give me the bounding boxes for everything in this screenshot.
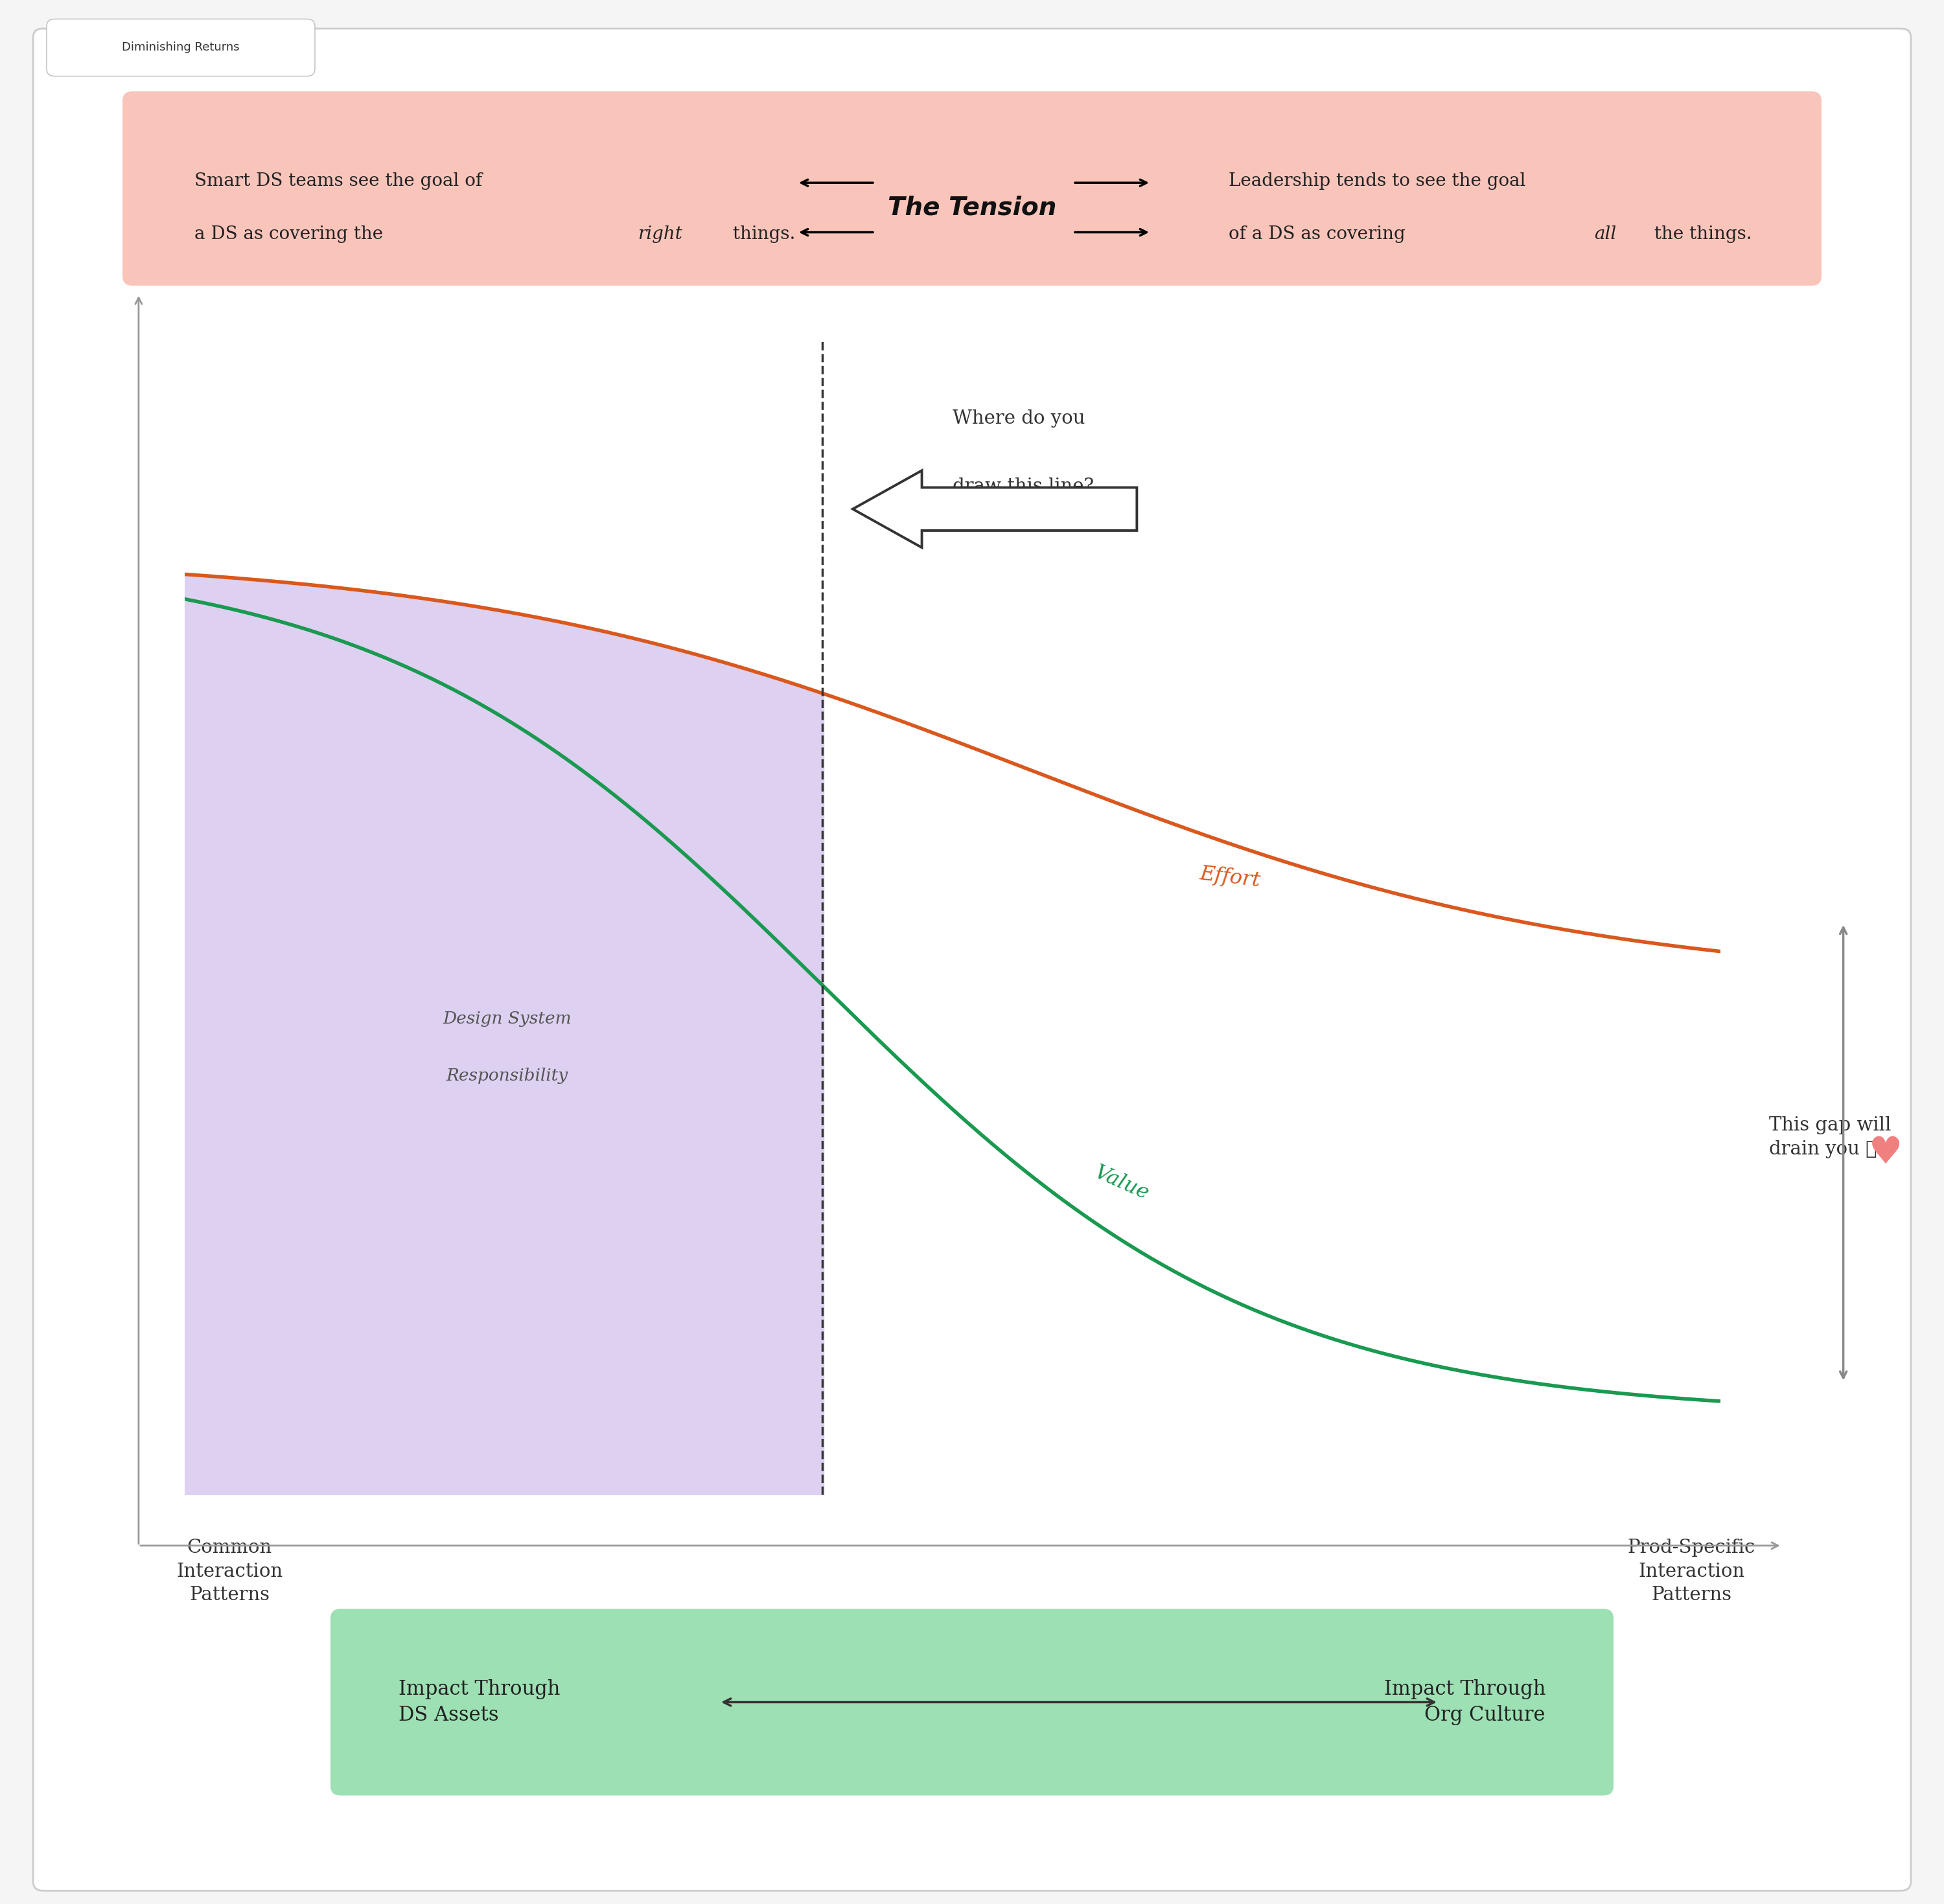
Text: draw this line?: draw this line? <box>953 478 1094 495</box>
Text: a DS as covering the: a DS as covering the <box>194 225 389 244</box>
Text: things.: things. <box>727 225 795 244</box>
Text: This gap will
drain you 😑: This gap will drain you 😑 <box>1769 1116 1892 1158</box>
Text: of a DS as covering: of a DS as covering <box>1229 225 1411 244</box>
FancyBboxPatch shape <box>122 91 1822 286</box>
FancyBboxPatch shape <box>47 19 315 76</box>
Text: ♥: ♥ <box>1868 1135 1903 1171</box>
FancyBboxPatch shape <box>33 29 1911 1891</box>
Text: The Tension: The Tension <box>888 196 1056 219</box>
Text: the things.: the things. <box>1649 225 1752 244</box>
FancyArrow shape <box>853 470 1137 548</box>
FancyBboxPatch shape <box>330 1609 1614 1795</box>
Text: Prod-Specific
Interaction
Patterns: Prod-Specific Interaction Patterns <box>1627 1538 1755 1605</box>
Text: Leadership tends to see the goal: Leadership tends to see the goal <box>1229 171 1526 190</box>
Text: Impact Through
Org Culture: Impact Through Org Culture <box>1384 1679 1545 1725</box>
Text: Common
Interaction
Patterns: Common Interaction Patterns <box>177 1538 282 1605</box>
Text: Impact Through
DS Assets: Impact Through DS Assets <box>399 1679 560 1725</box>
Text: Where do you: Where do you <box>953 409 1085 428</box>
Text: Effort: Effort <box>1198 864 1262 891</box>
Text: Value: Value <box>1091 1161 1151 1203</box>
Text: Smart DS teams see the goal of: Smart DS teams see the goal of <box>194 171 482 190</box>
Text: all: all <box>1594 225 1615 244</box>
Text: Design System: Design System <box>443 1011 572 1026</box>
Text: right: right <box>638 225 682 244</box>
Text: Responsibility: Responsibility <box>447 1068 568 1083</box>
Text: Diminishing Returns: Diminishing Returns <box>122 42 239 53</box>
